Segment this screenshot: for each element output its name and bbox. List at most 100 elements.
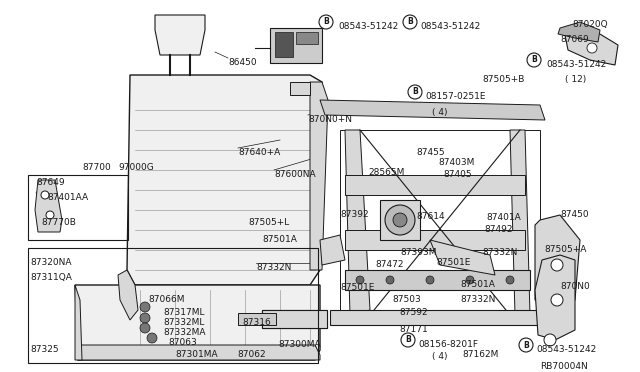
Polygon shape [127, 75, 322, 285]
Circle shape [544, 334, 556, 346]
Polygon shape [345, 130, 370, 315]
Text: 87063: 87063 [168, 338, 196, 347]
Polygon shape [310, 82, 328, 270]
Circle shape [587, 43, 597, 53]
Text: ( 12): ( 12) [565, 75, 586, 84]
Polygon shape [35, 180, 62, 232]
Text: 87700: 87700 [82, 163, 111, 172]
Text: 08543-51242: 08543-51242 [420, 22, 480, 31]
Text: ( 4): ( 4) [432, 108, 447, 117]
Text: 87640+A: 87640+A [238, 148, 280, 157]
Text: 87301MA: 87301MA [175, 350, 218, 359]
Circle shape [403, 15, 417, 29]
Circle shape [551, 259, 563, 271]
Text: B: B [523, 340, 529, 350]
Text: 87505+B: 87505+B [482, 75, 524, 84]
Circle shape [466, 276, 474, 284]
Text: 870N0: 870N0 [560, 282, 589, 291]
Text: 87472: 87472 [375, 260, 403, 269]
Text: 87503: 87503 [392, 295, 420, 304]
Text: 08543-51242: 08543-51242 [338, 22, 398, 31]
Text: B: B [412, 87, 418, 96]
Circle shape [519, 338, 533, 352]
Bar [270, 28, 322, 63]
Text: 87320NA: 87320NA [30, 258, 72, 267]
Text: 87393M: 87393M [400, 248, 436, 257]
Text: 87649: 87649 [36, 178, 65, 187]
Circle shape [527, 53, 541, 67]
Circle shape [140, 302, 150, 312]
Text: 87062: 87062 [237, 350, 266, 359]
Text: 87392: 87392 [340, 210, 369, 219]
Circle shape [385, 205, 415, 235]
Text: 97000G: 97000G [118, 163, 154, 172]
Circle shape [46, 211, 54, 219]
Polygon shape [262, 310, 327, 328]
Text: 08156-8201F: 08156-8201F [418, 340, 478, 349]
Polygon shape [155, 15, 205, 55]
Text: 87332N: 87332N [460, 295, 495, 304]
Text: 87311QA: 87311QA [30, 273, 72, 282]
Bar [262, 310, 327, 328]
Text: 87505+A: 87505+A [544, 245, 586, 254]
Polygon shape [565, 28, 618, 65]
Text: 08543-51242: 08543-51242 [546, 60, 606, 69]
Polygon shape [558, 22, 600, 42]
Text: 87501A: 87501A [460, 280, 495, 289]
Text: 87492: 87492 [484, 225, 513, 234]
Text: B: B [407, 17, 413, 26]
Text: RB70004N: RB70004N [540, 362, 588, 371]
Text: 87770B: 87770B [41, 218, 76, 227]
Polygon shape [510, 130, 530, 315]
Text: 87332N: 87332N [256, 263, 291, 272]
Bar [28, 175, 128, 240]
Polygon shape [345, 270, 530, 290]
Text: 87300MA: 87300MA [278, 340, 321, 349]
Text: 87592: 87592 [399, 308, 428, 317]
Text: 87401AA: 87401AA [47, 193, 88, 202]
Text: B: B [531, 55, 537, 64]
Bar [28, 248, 318, 363]
Polygon shape [290, 82, 310, 95]
Text: 87332MA: 87332MA [163, 328, 205, 337]
Text: 87069: 87069 [560, 35, 589, 44]
Text: 87501A: 87501A [262, 235, 297, 244]
Text: ( 4): ( 4) [432, 352, 447, 361]
Polygon shape [118, 270, 138, 320]
Text: 87501E: 87501E [436, 258, 470, 267]
Polygon shape [535, 255, 575, 340]
Circle shape [506, 276, 514, 284]
Text: 87450: 87450 [560, 210, 589, 219]
Polygon shape [75, 285, 82, 360]
Text: 87505+L: 87505+L [248, 218, 289, 227]
Circle shape [551, 294, 563, 306]
Text: 87332ML: 87332ML [163, 318, 204, 327]
Circle shape [393, 213, 407, 227]
Bar [296, 32, 318, 44]
Text: 87614: 87614 [416, 212, 445, 221]
Text: 86450: 86450 [228, 58, 257, 67]
Text: 87403M: 87403M [438, 158, 474, 167]
Circle shape [41, 191, 49, 199]
Polygon shape [320, 235, 345, 265]
Polygon shape [535, 215, 580, 310]
Text: B: B [323, 17, 329, 26]
Bar [340, 130, 540, 320]
Circle shape [386, 276, 394, 284]
Circle shape [426, 276, 434, 284]
Circle shape [401, 333, 415, 347]
Text: 87501E: 87501E [340, 283, 374, 292]
Text: 87020Q: 87020Q [572, 20, 607, 29]
Polygon shape [430, 240, 495, 275]
Text: B: B [405, 336, 411, 344]
Circle shape [356, 276, 364, 284]
Bar [275, 32, 293, 57]
Polygon shape [320, 100, 545, 120]
Text: 87066M: 87066M [148, 295, 184, 304]
Text: 87316: 87316 [242, 318, 271, 327]
Text: 28565M: 28565M [368, 168, 404, 177]
Polygon shape [78, 345, 320, 360]
Circle shape [147, 333, 157, 343]
Circle shape [408, 85, 422, 99]
Bar [238, 313, 276, 325]
